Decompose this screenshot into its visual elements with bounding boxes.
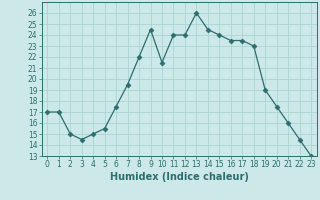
X-axis label: Humidex (Indice chaleur): Humidex (Indice chaleur): [110, 172, 249, 182]
